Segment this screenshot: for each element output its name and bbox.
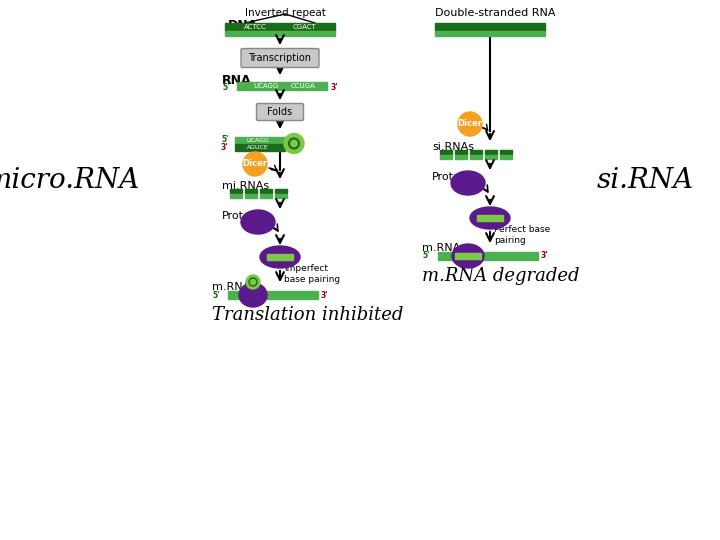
Bar xyxy=(435,23,545,31)
Text: m.RNA: m.RNA xyxy=(212,282,251,292)
Bar xyxy=(470,150,482,154)
Text: DNA: DNA xyxy=(228,19,258,32)
Circle shape xyxy=(458,112,482,136)
Bar xyxy=(440,155,452,159)
Text: m.RNA degraded: m.RNA degraded xyxy=(422,267,580,285)
Circle shape xyxy=(284,133,304,153)
Bar xyxy=(228,291,318,299)
Text: m.RNA: m.RNA xyxy=(422,243,460,253)
Bar xyxy=(267,254,293,260)
Text: 3': 3' xyxy=(541,252,549,260)
Text: Translation inhibited: Translation inhibited xyxy=(212,306,403,324)
Bar xyxy=(230,189,242,193)
Text: 3': 3' xyxy=(221,144,229,152)
Ellipse shape xyxy=(451,171,485,195)
Bar xyxy=(260,189,272,193)
Bar xyxy=(235,144,285,151)
Bar xyxy=(275,194,287,198)
Circle shape xyxy=(249,278,257,286)
Text: Folds: Folds xyxy=(267,107,292,117)
Ellipse shape xyxy=(470,207,510,229)
Bar xyxy=(235,137,285,144)
Circle shape xyxy=(243,152,267,176)
Bar xyxy=(500,150,512,154)
Text: Double-stranded RNA: Double-stranded RNA xyxy=(435,8,555,18)
Text: Imperfect
base pairing: Imperfect base pairing xyxy=(284,264,340,284)
Ellipse shape xyxy=(260,246,300,268)
Bar xyxy=(477,215,503,221)
Text: UCAGG: UCAGG xyxy=(246,138,269,143)
Text: ACTCC: ACTCC xyxy=(244,24,267,30)
Circle shape xyxy=(246,275,260,289)
Bar xyxy=(485,155,497,159)
Text: 5': 5' xyxy=(422,252,430,260)
Bar xyxy=(455,155,467,159)
Text: Perfect base
pairing: Perfect base pairing xyxy=(494,225,550,245)
Bar xyxy=(260,194,272,198)
Text: mi.RNAs: mi.RNAs xyxy=(222,181,269,191)
Text: micro.RNA: micro.RNA xyxy=(0,166,139,193)
Text: 5': 5' xyxy=(221,136,228,145)
Text: CGACT: CGACT xyxy=(292,24,316,30)
Text: Transcription: Transcription xyxy=(248,53,312,63)
Bar xyxy=(440,150,452,154)
Text: 5': 5' xyxy=(212,291,220,300)
Bar xyxy=(237,82,327,90)
Text: RNA: RNA xyxy=(222,73,251,86)
Text: Dicer: Dicer xyxy=(243,159,268,168)
Text: 5': 5' xyxy=(222,83,230,91)
Ellipse shape xyxy=(241,210,275,234)
Circle shape xyxy=(289,138,299,149)
Ellipse shape xyxy=(239,283,267,307)
Bar xyxy=(435,31,545,36)
Bar xyxy=(455,253,481,259)
Text: AGUCE: AGUCE xyxy=(247,145,269,150)
FancyBboxPatch shape xyxy=(256,104,304,120)
Text: Inverted repeat: Inverted repeat xyxy=(245,8,325,18)
Ellipse shape xyxy=(452,244,484,268)
Bar xyxy=(225,31,335,36)
Text: 3': 3' xyxy=(321,291,328,300)
Bar xyxy=(230,194,242,198)
Bar xyxy=(245,189,257,193)
Bar xyxy=(470,155,482,159)
Bar xyxy=(245,194,257,198)
Text: Protein: Protein xyxy=(432,172,471,182)
Bar xyxy=(275,189,287,193)
FancyBboxPatch shape xyxy=(241,49,319,68)
Text: si.RNA: si.RNA xyxy=(596,166,693,193)
Text: Dicer: Dicer xyxy=(457,119,482,129)
Bar xyxy=(455,150,467,154)
Text: 3': 3' xyxy=(331,83,338,91)
Text: si.RNAs: si.RNAs xyxy=(432,142,474,152)
Text: UCAGG: UCAGG xyxy=(253,83,279,89)
Text: Protein: Protein xyxy=(222,211,261,221)
Text: CCUGA: CCUGA xyxy=(290,83,315,89)
Bar xyxy=(225,23,335,31)
Bar xyxy=(500,155,512,159)
Bar xyxy=(485,150,497,154)
Bar xyxy=(438,252,538,260)
